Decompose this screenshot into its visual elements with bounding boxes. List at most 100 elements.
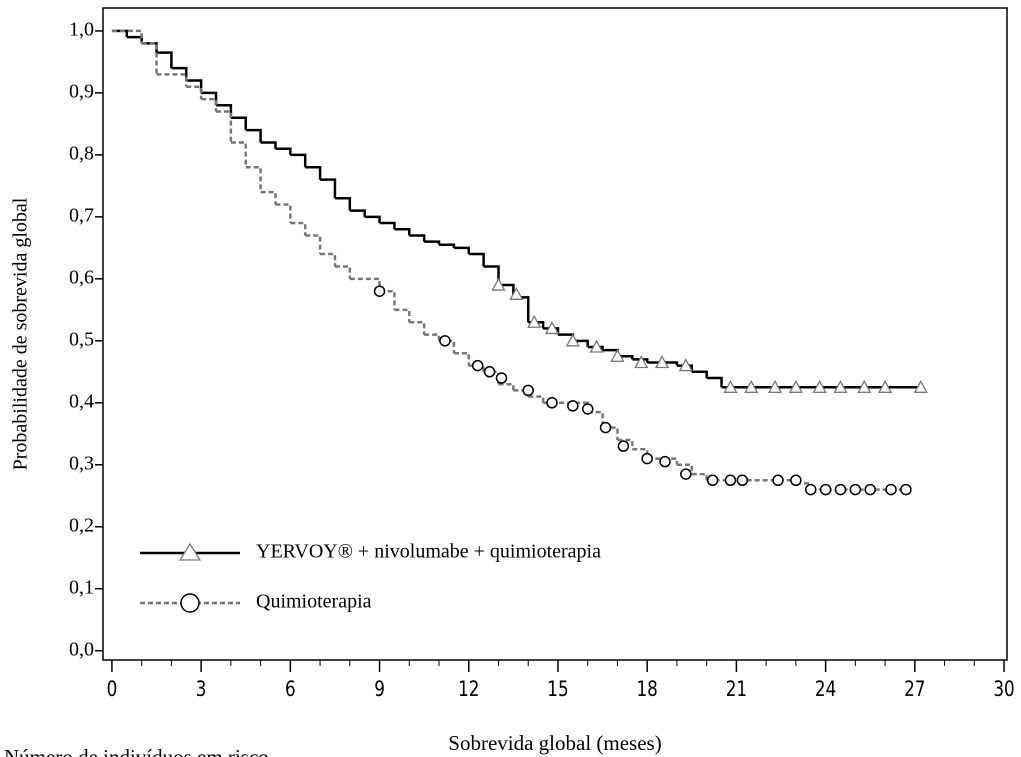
censor-mark xyxy=(804,483,817,496)
survival-step xyxy=(453,351,471,366)
censor-mark xyxy=(724,474,737,487)
survival-step xyxy=(156,73,188,87)
y-tick-label: 0,3 xyxy=(69,452,94,474)
survival-step xyxy=(156,51,173,69)
survival-step xyxy=(394,308,411,323)
survival-step xyxy=(632,448,649,459)
survival-step xyxy=(587,410,604,428)
censor-mark xyxy=(546,397,558,409)
survival-step xyxy=(691,370,708,379)
censor-mark xyxy=(833,379,848,393)
censor-mark xyxy=(678,358,693,372)
survival-step xyxy=(632,358,649,363)
censor-mark xyxy=(654,355,670,369)
y-tick-label: 0,9 xyxy=(69,81,94,103)
y-tick-label: 0,8 xyxy=(69,142,94,164)
x-axis-label: Sobrevida global (meses) xyxy=(448,731,661,755)
censor-mark xyxy=(567,400,579,412)
y-tick-label: 0,1 xyxy=(69,576,94,598)
survival-step xyxy=(513,296,530,323)
censor-mark xyxy=(812,379,827,393)
censor-mark xyxy=(790,474,802,487)
censor-mark xyxy=(913,379,928,393)
censor-mark xyxy=(495,372,508,384)
survival-step xyxy=(647,361,679,366)
censor-mark xyxy=(610,348,625,362)
survival-step xyxy=(186,85,203,100)
legend-label: Quimioterapia xyxy=(256,591,372,613)
x-tick-label: 3 xyxy=(196,677,207,701)
survival-step xyxy=(334,265,352,279)
survival-step xyxy=(349,277,381,292)
survival-step xyxy=(617,438,634,450)
legend-marker xyxy=(178,542,202,561)
survival-step xyxy=(706,376,723,388)
censor-mark xyxy=(900,483,912,496)
censor-mark xyxy=(544,321,560,335)
survival-step xyxy=(320,178,337,199)
survival-step xyxy=(245,166,262,193)
y-tick-label: 0,4 xyxy=(69,390,94,412)
survival-step xyxy=(572,339,589,348)
censor-mark xyxy=(565,333,580,347)
y-tick-label: 0,6 xyxy=(69,266,94,288)
x-tick-label: 15 xyxy=(547,677,568,701)
censor-mark xyxy=(706,474,719,487)
legend-label: YERVOY® + nivolumabe + quimioterapia xyxy=(256,541,601,563)
censor-mark xyxy=(864,483,876,496)
x-tick-label: 18 xyxy=(637,677,658,701)
survival-step xyxy=(498,382,515,391)
censor-mark xyxy=(834,483,847,496)
survival-step xyxy=(468,252,485,267)
survival-step xyxy=(305,166,322,180)
censor-mark xyxy=(885,483,897,496)
survival-step xyxy=(424,333,441,341)
censor-mark xyxy=(641,452,653,465)
plot-frame xyxy=(102,7,1008,661)
survival-step xyxy=(245,128,262,143)
x-tick-label: 6 xyxy=(285,677,296,701)
censor-mark xyxy=(483,366,496,378)
censor-mark xyxy=(767,379,783,393)
y-axis-label: Probabilidade de sobrevida global xyxy=(10,197,32,470)
survival-step xyxy=(379,221,396,230)
censor-mark xyxy=(589,339,604,353)
survival-step xyxy=(260,190,277,205)
survival-step xyxy=(424,240,441,245)
survival-step xyxy=(394,228,411,236)
x-tick-label: 30 xyxy=(993,677,1014,701)
y-tick-label: 1,0 xyxy=(69,19,94,41)
censor-mark xyxy=(857,379,872,393)
censor-mark xyxy=(373,285,386,297)
survival-step xyxy=(141,42,158,53)
censor-mark xyxy=(634,355,649,369)
survival-step xyxy=(334,197,352,211)
censor-mark xyxy=(736,474,749,487)
censor-mark xyxy=(877,379,893,393)
survival-step xyxy=(528,395,545,403)
survival-step xyxy=(216,110,233,143)
x-tick-label: 0 xyxy=(107,677,118,701)
survival-step xyxy=(230,116,247,131)
censor-mark xyxy=(680,468,692,480)
censor-mark xyxy=(659,455,671,468)
survival-step xyxy=(409,234,426,242)
survival-step xyxy=(290,221,307,236)
survival-step xyxy=(141,42,158,75)
censor-mark xyxy=(527,314,542,328)
censor-mark xyxy=(509,286,524,300)
survival-step xyxy=(275,203,292,224)
legend-marker xyxy=(180,593,200,613)
y-tick-label: 0,5 xyxy=(69,328,94,350)
survival-step xyxy=(305,234,322,255)
x-tick-label: 27 xyxy=(904,677,925,701)
survival-step xyxy=(453,246,471,255)
x-tick-label: 21 xyxy=(726,677,747,701)
censor-mark xyxy=(471,359,484,372)
survival-step xyxy=(171,66,188,81)
censor-mark xyxy=(581,403,594,415)
y-tick-label: 0,2 xyxy=(69,514,94,536)
y-tick-label: 0,7 xyxy=(69,204,94,226)
survival-step xyxy=(290,153,307,168)
